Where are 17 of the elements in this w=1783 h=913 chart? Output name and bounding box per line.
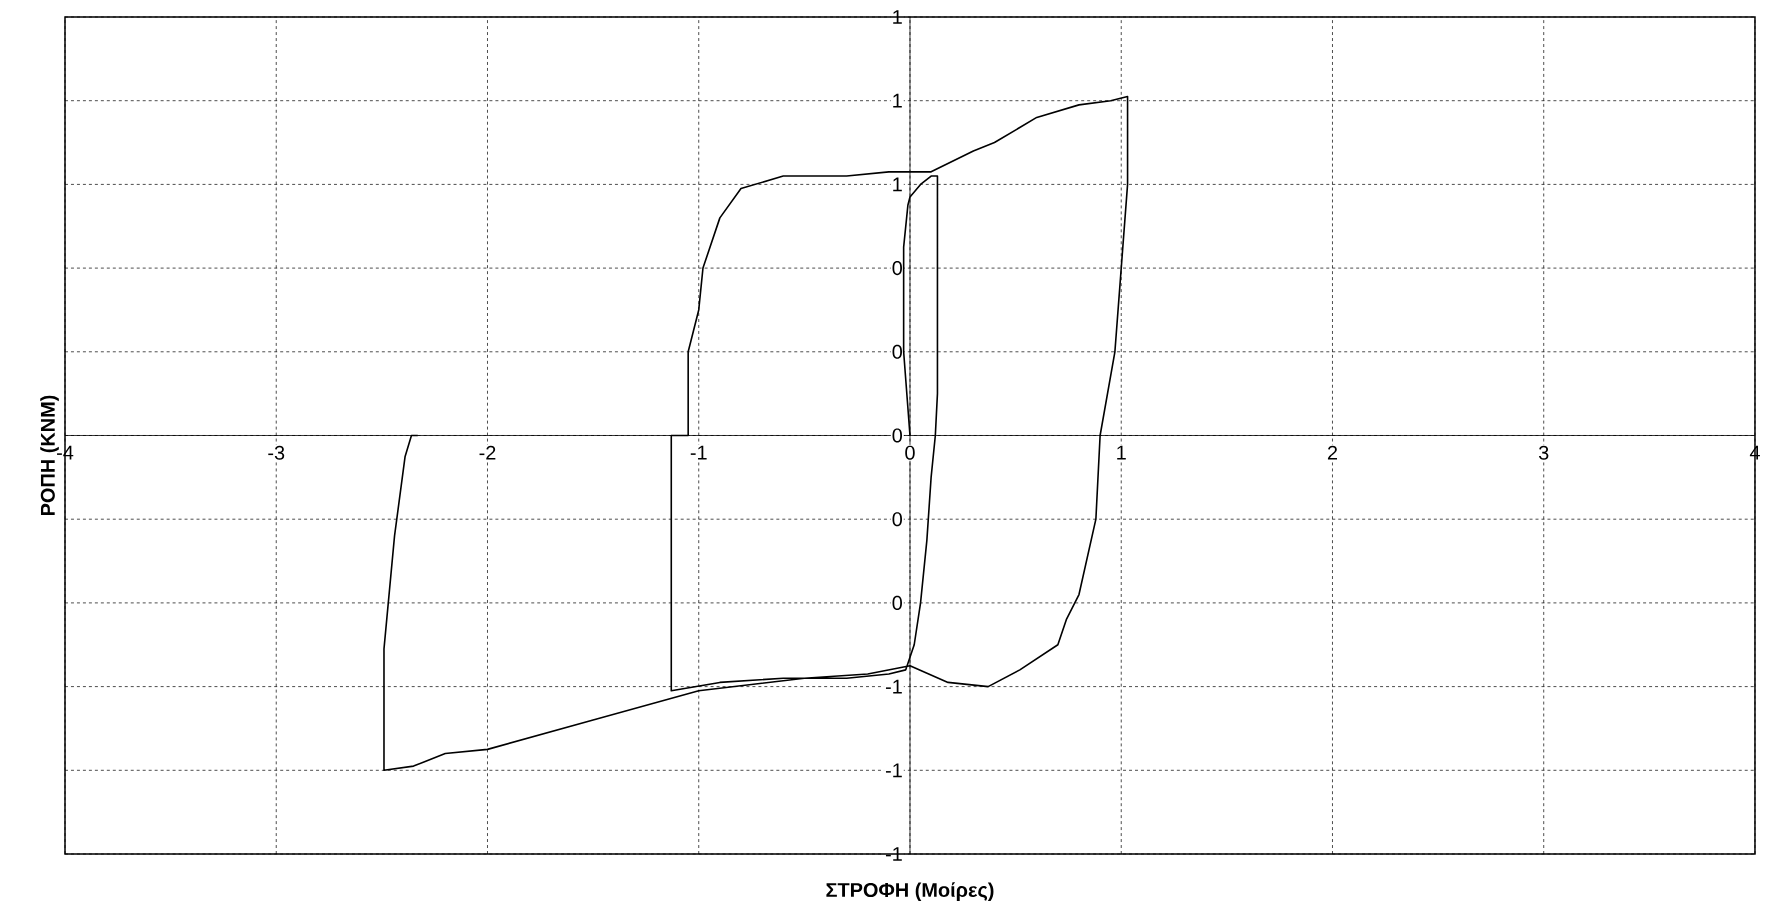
x-axis-title: ΣΤΡΟΦΗ (Μοίρες) [826,882,994,901]
y-tick-label: 0 [892,428,902,443]
x-tick-label: 3 [1538,445,1549,460]
y-tick-label: 1 [893,93,902,108]
y-tick-label: -1 [885,679,902,694]
x-tick-label: 2 [1327,445,1338,460]
x-tick-label: 1 [1117,445,1126,460]
y-tick-label: 0 [892,344,902,359]
y-tick-label: 0 [892,595,902,610]
y-tick-label: -1 [885,763,902,778]
y-tick-label: 1 [893,177,902,192]
y-tick-label: 0 [892,512,902,527]
x-tick-label: -2 [479,445,496,460]
x-tick-label: 0 [905,445,915,460]
y-tick-label: 0 [892,261,902,276]
x-tick-label: -3 [268,445,285,460]
x-tick-label: -1 [690,445,707,460]
